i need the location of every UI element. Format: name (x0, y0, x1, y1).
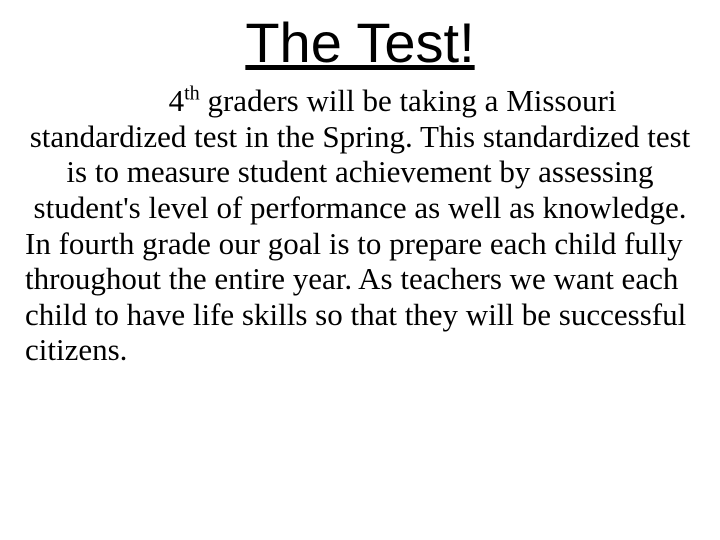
paragraph-1: 4th graders will be taking a Missouri st… (20, 83, 700, 226)
document-page: The Test! 4th graders will be taking a M… (0, 0, 720, 388)
grade-number: 4 (169, 83, 185, 118)
page-title: The Test! (20, 10, 700, 75)
paragraph-2: In fourth grade our goal is to prepare e… (20, 226, 700, 369)
grade-suffix: th (184, 83, 200, 105)
paragraph-1-text: graders will be taking a Missouri standa… (30, 83, 691, 225)
